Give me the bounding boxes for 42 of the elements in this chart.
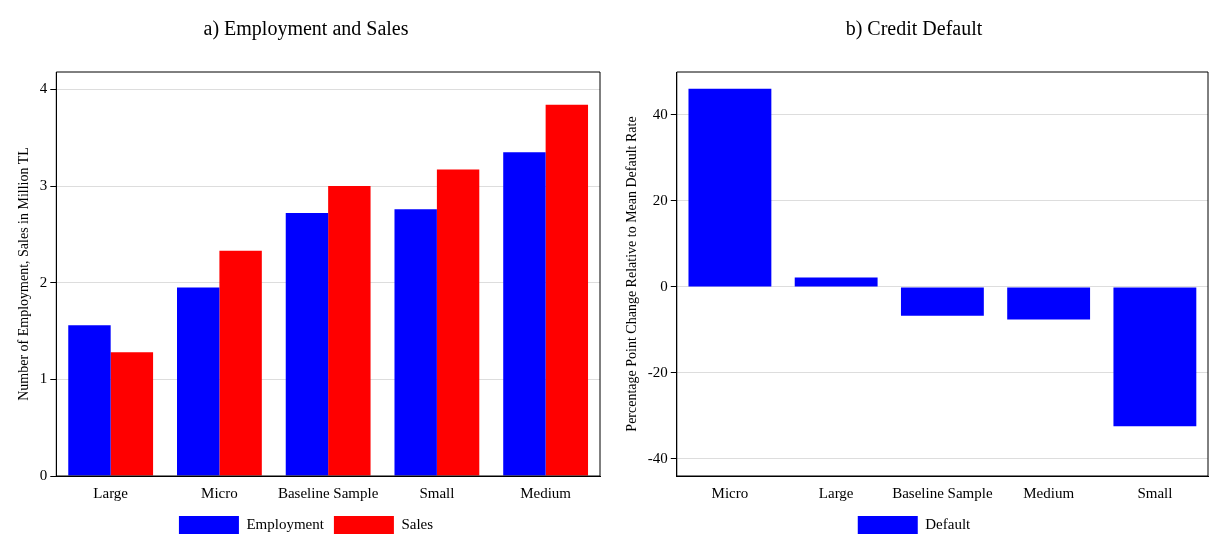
bar: [219, 250, 262, 476]
bar: [794, 277, 878, 287]
chart-title: b) Credit Default: [845, 17, 983, 41]
x-tick-label: Medium: [520, 484, 572, 501]
y-tick-label: 0: [39, 466, 48, 483]
bar: [436, 169, 480, 476]
x-tick-label: Micro: [711, 484, 749, 501]
bar: [503, 152, 546, 476]
x-tick-label: Medium: [1023, 484, 1075, 501]
chart-title: a) Employment and Sales: [203, 17, 409, 41]
y-axis-title: Number of Employment, Sales in Million TL: [16, 147, 32, 401]
bar: [110, 352, 154, 476]
x-tick-label: Small: [419, 484, 455, 501]
y-tick-label: 1: [39, 370, 48, 387]
bar: [285, 213, 329, 476]
bar: [177, 287, 220, 476]
y-tick-label: 4: [39, 80, 48, 97]
x-tick-label: Micro: [201, 484, 238, 501]
bar: [68, 325, 111, 476]
bar: [328, 186, 371, 476]
y-tick-label: 3: [39, 176, 48, 193]
y-tick-label: -40: [647, 449, 668, 466]
y-axis-title: Percentage Point Change Relative to Mean Default Rate: [624, 116, 640, 432]
x-tick-label: Baseline Sample: [892, 484, 993, 501]
x-tick-label: Small: [1137, 484, 1173, 501]
bar: [394, 209, 437, 476]
bar: [900, 287, 984, 316]
x-tick-label: Baseline Sample: [277, 484, 379, 501]
bar: [688, 88, 772, 287]
bar: [545, 104, 589, 476]
x-tick-label: Large: [93, 484, 129, 501]
y-tick-label: 0: [660, 277, 668, 294]
legend-label: Sales: [401, 515, 434, 532]
y-tick-label: 20: [652, 191, 668, 208]
y-tick-label: 2: [39, 273, 48, 290]
bar: [1113, 287, 1197, 427]
x-tick-label: Large: [818, 484, 854, 501]
legend-label: Default: [925, 515, 972, 532]
legend-label: Employment: [246, 515, 325, 532]
bar: [1007, 287, 1091, 320]
y-tick-label: -20: [647, 363, 668, 380]
y-tick-label: 40: [652, 105, 668, 122]
